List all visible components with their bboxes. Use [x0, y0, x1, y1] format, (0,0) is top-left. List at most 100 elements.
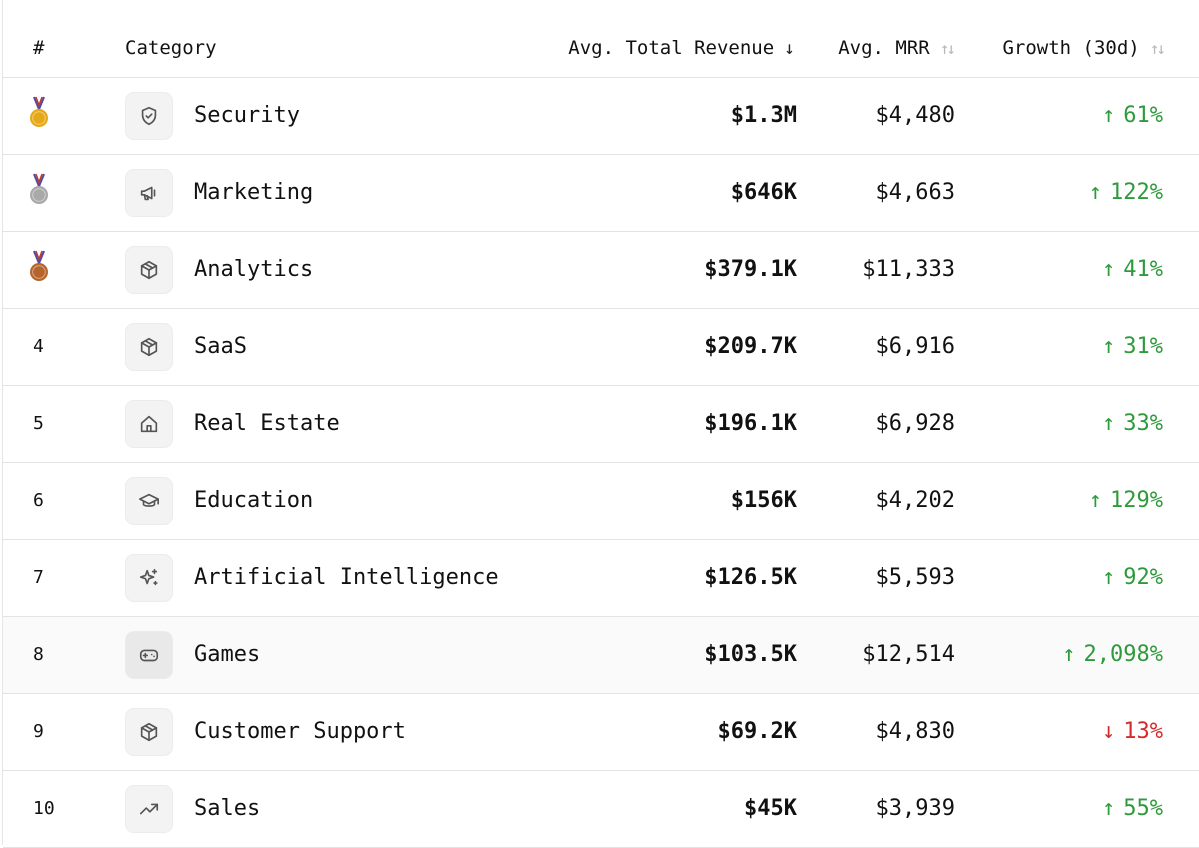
growth-column-header[interactable]: Growth (30d) ↑↓: [1002, 36, 1163, 61]
avg-mrr: $4,480: [876, 102, 955, 130]
silver-medal-icon: [29, 173, 49, 207]
avg-mrr: $6,916: [876, 333, 955, 361]
sort-toggle-icon[interactable]: ↑↓: [940, 39, 953, 58]
rank-number: 6: [33, 489, 44, 513]
growth-30d: ↑ 55%: [1102, 795, 1163, 823]
rank-number: 5: [33, 412, 44, 436]
category-name[interactable]: SaaS: [194, 333, 247, 361]
category-icon-container: [125, 785, 173, 833]
gamepad-icon: [138, 644, 160, 666]
avg-total-revenue: $379.1K: [704, 256, 797, 284]
growth-arrow-icon: ↑: [1062, 642, 1075, 667]
category-name[interactable]: Education: [194, 487, 313, 515]
table-body: Security $1.3M $4,480 ↑ 61% Marketing $646K $4,…: [3, 78, 1199, 848]
growth-value: 129%: [1110, 488, 1163, 513]
category-name[interactable]: Marketing: [194, 179, 313, 207]
rank-column-header: #: [33, 36, 44, 60]
table-row[interactable]: 8 Games $103.5K $12,514 ↑ 2,098%: [3, 617, 1199, 694]
avg-mrr: $6,928: [876, 410, 955, 438]
table-row[interactable]: 6 Education $156K $4,202 ↑ 129%: [3, 463, 1199, 540]
table-row[interactable]: 10 Sales $45K $3,939 ↑ 55%: [3, 771, 1199, 848]
category-icon-container: [125, 631, 173, 679]
growth-arrow-icon: ↑: [1089, 180, 1102, 205]
sparkles-icon: [138, 567, 160, 589]
growth-30d: ↑ 31%: [1102, 333, 1163, 361]
avg-mrr: $4,830: [876, 718, 955, 746]
sort-toggle-icon[interactable]: ↑↓: [1150, 39, 1163, 58]
growth-30d: ↑ 33%: [1102, 410, 1163, 438]
revenue-column-header[interactable]: Avg. Total Revenue ↓: [568, 36, 795, 61]
growth-value: 33%: [1123, 411, 1163, 436]
avg-mrr: $4,663: [876, 179, 955, 207]
avg-total-revenue: $646K: [731, 179, 797, 207]
category-name[interactable]: Sales: [194, 795, 260, 823]
category-name[interactable]: Security: [194, 102, 300, 130]
category-name[interactable]: Analytics: [194, 256, 313, 284]
sort-descending-icon[interactable]: ↓: [784, 38, 795, 59]
growth-value: 92%: [1123, 565, 1163, 590]
growth-30d: ↑ 122%: [1089, 179, 1163, 207]
home-icon: [138, 413, 160, 435]
growth-30d: ↓ 13%: [1102, 718, 1163, 746]
revenue-header-label: Avg. Total Revenue: [568, 37, 774, 59]
rank-number: 7: [33, 566, 44, 590]
category-name[interactable]: Games: [194, 641, 260, 669]
growth-value: 41%: [1123, 257, 1163, 282]
avg-total-revenue: $1.3M: [731, 102, 797, 130]
box-icon: [138, 721, 160, 743]
table-row[interactable]: 7 Artificial Intelligence $126.5K $5,593 ↑ 92…: [3, 540, 1199, 617]
box-icon: [138, 336, 160, 358]
table-row[interactable]: Analytics $379.1K $11,333 ↑ 41%: [3, 232, 1199, 309]
growth-arrow-icon: ↑: [1102, 257, 1115, 282]
category-icon-container: [125, 169, 173, 217]
growth-30d: ↑ 41%: [1102, 256, 1163, 284]
graduation-cap-icon: [138, 490, 160, 512]
growth-value: 55%: [1123, 796, 1163, 821]
trending-up-icon: [138, 798, 160, 820]
growth-value: 61%: [1123, 103, 1163, 128]
mrr-column-header[interactable]: Avg. MRR ↑↓: [838, 36, 953, 61]
growth-header-label: Growth (30d): [1002, 37, 1139, 59]
category-icon-container: [125, 554, 173, 602]
avg-total-revenue: $45K: [744, 795, 797, 823]
growth-value: 122%: [1110, 180, 1163, 205]
table-row[interactable]: 5 Real Estate $196.1K $6,928 ↑ 33%: [3, 386, 1199, 463]
table-row[interactable]: Marketing $646K $4,663 ↑ 122%: [3, 155, 1199, 232]
table-row[interactable]: 9 Customer Support $69.2K $4,830 ↓ 13%: [3, 694, 1199, 771]
table-header: # Category Avg. Total Revenue ↓ Avg. MRR ↑…: [3, 0, 1199, 78]
growth-arrow-icon: ↑: [1102, 334, 1115, 359]
growth-value: 31%: [1123, 334, 1163, 359]
growth-30d: ↑ 92%: [1102, 564, 1163, 592]
avg-total-revenue: $156K: [731, 487, 797, 515]
avg-mrr: $4,202: [876, 487, 955, 515]
box-icon: [138, 259, 160, 281]
growth-30d: ↑ 129%: [1089, 487, 1163, 515]
growth-arrow-icon: ↑: [1089, 488, 1102, 513]
shield-icon: [138, 105, 160, 127]
avg-total-revenue: $103.5K: [704, 641, 797, 669]
growth-arrow-icon: ↓: [1102, 719, 1115, 744]
rank-number: 9: [33, 720, 44, 744]
category-icon-container: [125, 708, 173, 756]
avg-total-revenue: $69.2K: [718, 718, 797, 746]
growth-30d: ↑ 2,098%: [1062, 641, 1163, 669]
megaphone-icon: [138, 182, 160, 204]
category-name[interactable]: Artificial Intelligence: [194, 564, 499, 592]
avg-mrr: $3,939: [876, 795, 955, 823]
table-row[interactable]: 4 SaaS $209.7K $6,916 ↑ 31%: [3, 309, 1199, 386]
category-name[interactable]: Real Estate: [194, 410, 340, 438]
avg-total-revenue: $209.7K: [704, 333, 797, 361]
growth-30d: ↑ 61%: [1102, 102, 1163, 130]
category-icon-container: [125, 477, 173, 525]
bronze-medal-icon: [29, 250, 49, 284]
growth-arrow-icon: ↑: [1102, 103, 1115, 128]
mrr-header-label: Avg. MRR: [838, 37, 930, 59]
growth-value: 2,098%: [1084, 642, 1163, 667]
category-column-header: Category: [125, 36, 217, 60]
growth-value: 13%: [1123, 719, 1163, 744]
growth-arrow-icon: ↑: [1102, 796, 1115, 821]
table-row[interactable]: Security $1.3M $4,480 ↑ 61%: [3, 78, 1199, 155]
growth-arrow-icon: ↑: [1102, 411, 1115, 436]
category-name[interactable]: Customer Support: [194, 718, 406, 746]
